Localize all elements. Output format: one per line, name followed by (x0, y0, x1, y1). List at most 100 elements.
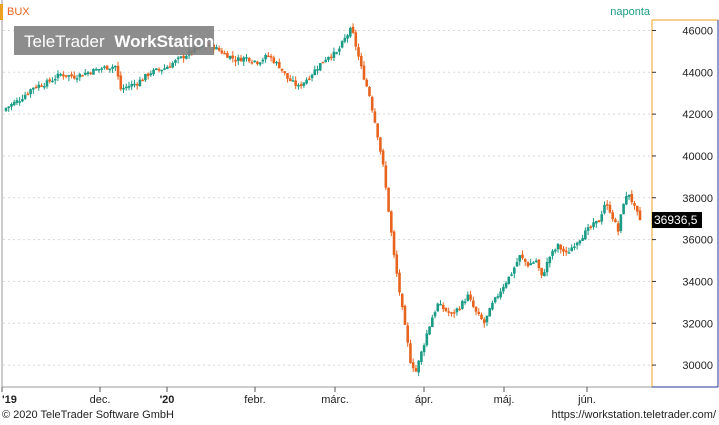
candle-up (291, 80, 295, 82)
candle-up (10, 104, 13, 107)
candle-down (614, 219, 617, 223)
candle-down (381, 150, 385, 165)
candle-up (67, 75, 71, 77)
x-tick-label: márc. (321, 394, 349, 406)
candle-up (439, 303, 442, 306)
candle-down (395, 254, 399, 274)
candle-up (338, 48, 341, 52)
candle-down (299, 84, 303, 87)
candle-up (496, 296, 500, 298)
candle-up (324, 59, 328, 63)
candle-up (335, 52, 338, 54)
source-url[interactable]: https://workstation.teletrader.com/ (551, 409, 716, 421)
candle-up (567, 252, 571, 254)
candle-down (635, 205, 639, 212)
candle-down (73, 75, 76, 79)
candle-down (329, 56, 333, 59)
candle-up (594, 220, 598, 224)
candle-up (15, 100, 19, 103)
candle-up (627, 194, 631, 197)
y-tick-label: 32000 (682, 318, 713, 330)
candle-up (343, 37, 347, 42)
candle-down (351, 26, 355, 33)
candle-down (450, 312, 453, 314)
candle-up (127, 86, 131, 88)
candlestick-chart: BUX naponta TeleTrader WorkStation 30000… (0, 0, 719, 406)
candle-up (578, 240, 582, 244)
candle-down (277, 61, 281, 69)
candle-up (97, 69, 101, 71)
grid-lines (3, 29, 650, 366)
candle-down (359, 55, 363, 67)
candle-down (267, 55, 270, 58)
candle-down (400, 293, 404, 308)
candle-down (105, 65, 109, 70)
candle-down (414, 368, 418, 372)
candle-down (283, 71, 287, 74)
candle-up (622, 203, 625, 215)
candle-up (122, 87, 125, 90)
candle-up (619, 214, 623, 231)
candle-up (86, 72, 90, 75)
candle-up (171, 62, 174, 68)
y-tick-label: 34000 (682, 276, 713, 288)
last-value-label: 36936,5 (654, 213, 698, 227)
x-tick-label: '20 (160, 394, 175, 406)
candle-down (472, 300, 475, 307)
y-tick-label: 44000 (682, 67, 713, 79)
candle-up (425, 333, 429, 346)
candle-up (258, 62, 262, 65)
candle-down (390, 211, 393, 233)
candle-up (56, 73, 60, 79)
candle-up (215, 47, 218, 50)
candle-down (387, 187, 390, 212)
candle-down (403, 305, 407, 325)
candle-up (570, 247, 573, 252)
candle-down (368, 87, 371, 97)
candle-down (526, 262, 530, 267)
candle-down (376, 123, 379, 138)
candle-up (245, 57, 248, 59)
candle-up (130, 84, 134, 87)
candle-up (45, 80, 49, 87)
candle-down (411, 362, 415, 369)
candle-down (70, 74, 73, 77)
candle-up (114, 65, 117, 68)
candle-up (297, 84, 300, 87)
candle-up (111, 66, 114, 69)
candle-up (302, 82, 306, 86)
x-tick-label: dec. (90, 394, 111, 406)
candle-up (318, 63, 322, 71)
candle-up (504, 282, 508, 288)
candle-down (564, 250, 568, 253)
candle-down (559, 245, 563, 250)
candle-up (152, 69, 155, 75)
candle-up (228, 55, 232, 59)
candle-up (507, 276, 511, 284)
candle-down (26, 93, 30, 96)
candle-up (499, 291, 502, 298)
y-tick-label: 40000 (682, 151, 713, 163)
candle-up (144, 73, 147, 81)
candle-up (92, 69, 95, 75)
period-label: naponta (610, 6, 651, 18)
candle-up (179, 56, 183, 58)
candle-up (553, 249, 557, 252)
candle-down (482, 319, 486, 324)
candle-up (543, 272, 546, 277)
candle-down (357, 47, 360, 57)
candle-down (523, 258, 527, 262)
candle-down (370, 96, 374, 111)
candle-down (220, 50, 224, 54)
x-tick-label: máj. (494, 394, 515, 406)
candle-up (332, 51, 336, 58)
candle-up (275, 61, 278, 64)
candle-down (182, 55, 185, 59)
candle-up (551, 250, 554, 256)
x-tick-label: jún. (577, 394, 596, 406)
candle-up (310, 74, 314, 79)
candle-up (532, 262, 535, 264)
candle-down (135, 84, 139, 86)
candle-down (231, 55, 235, 59)
candle-down (477, 311, 481, 314)
